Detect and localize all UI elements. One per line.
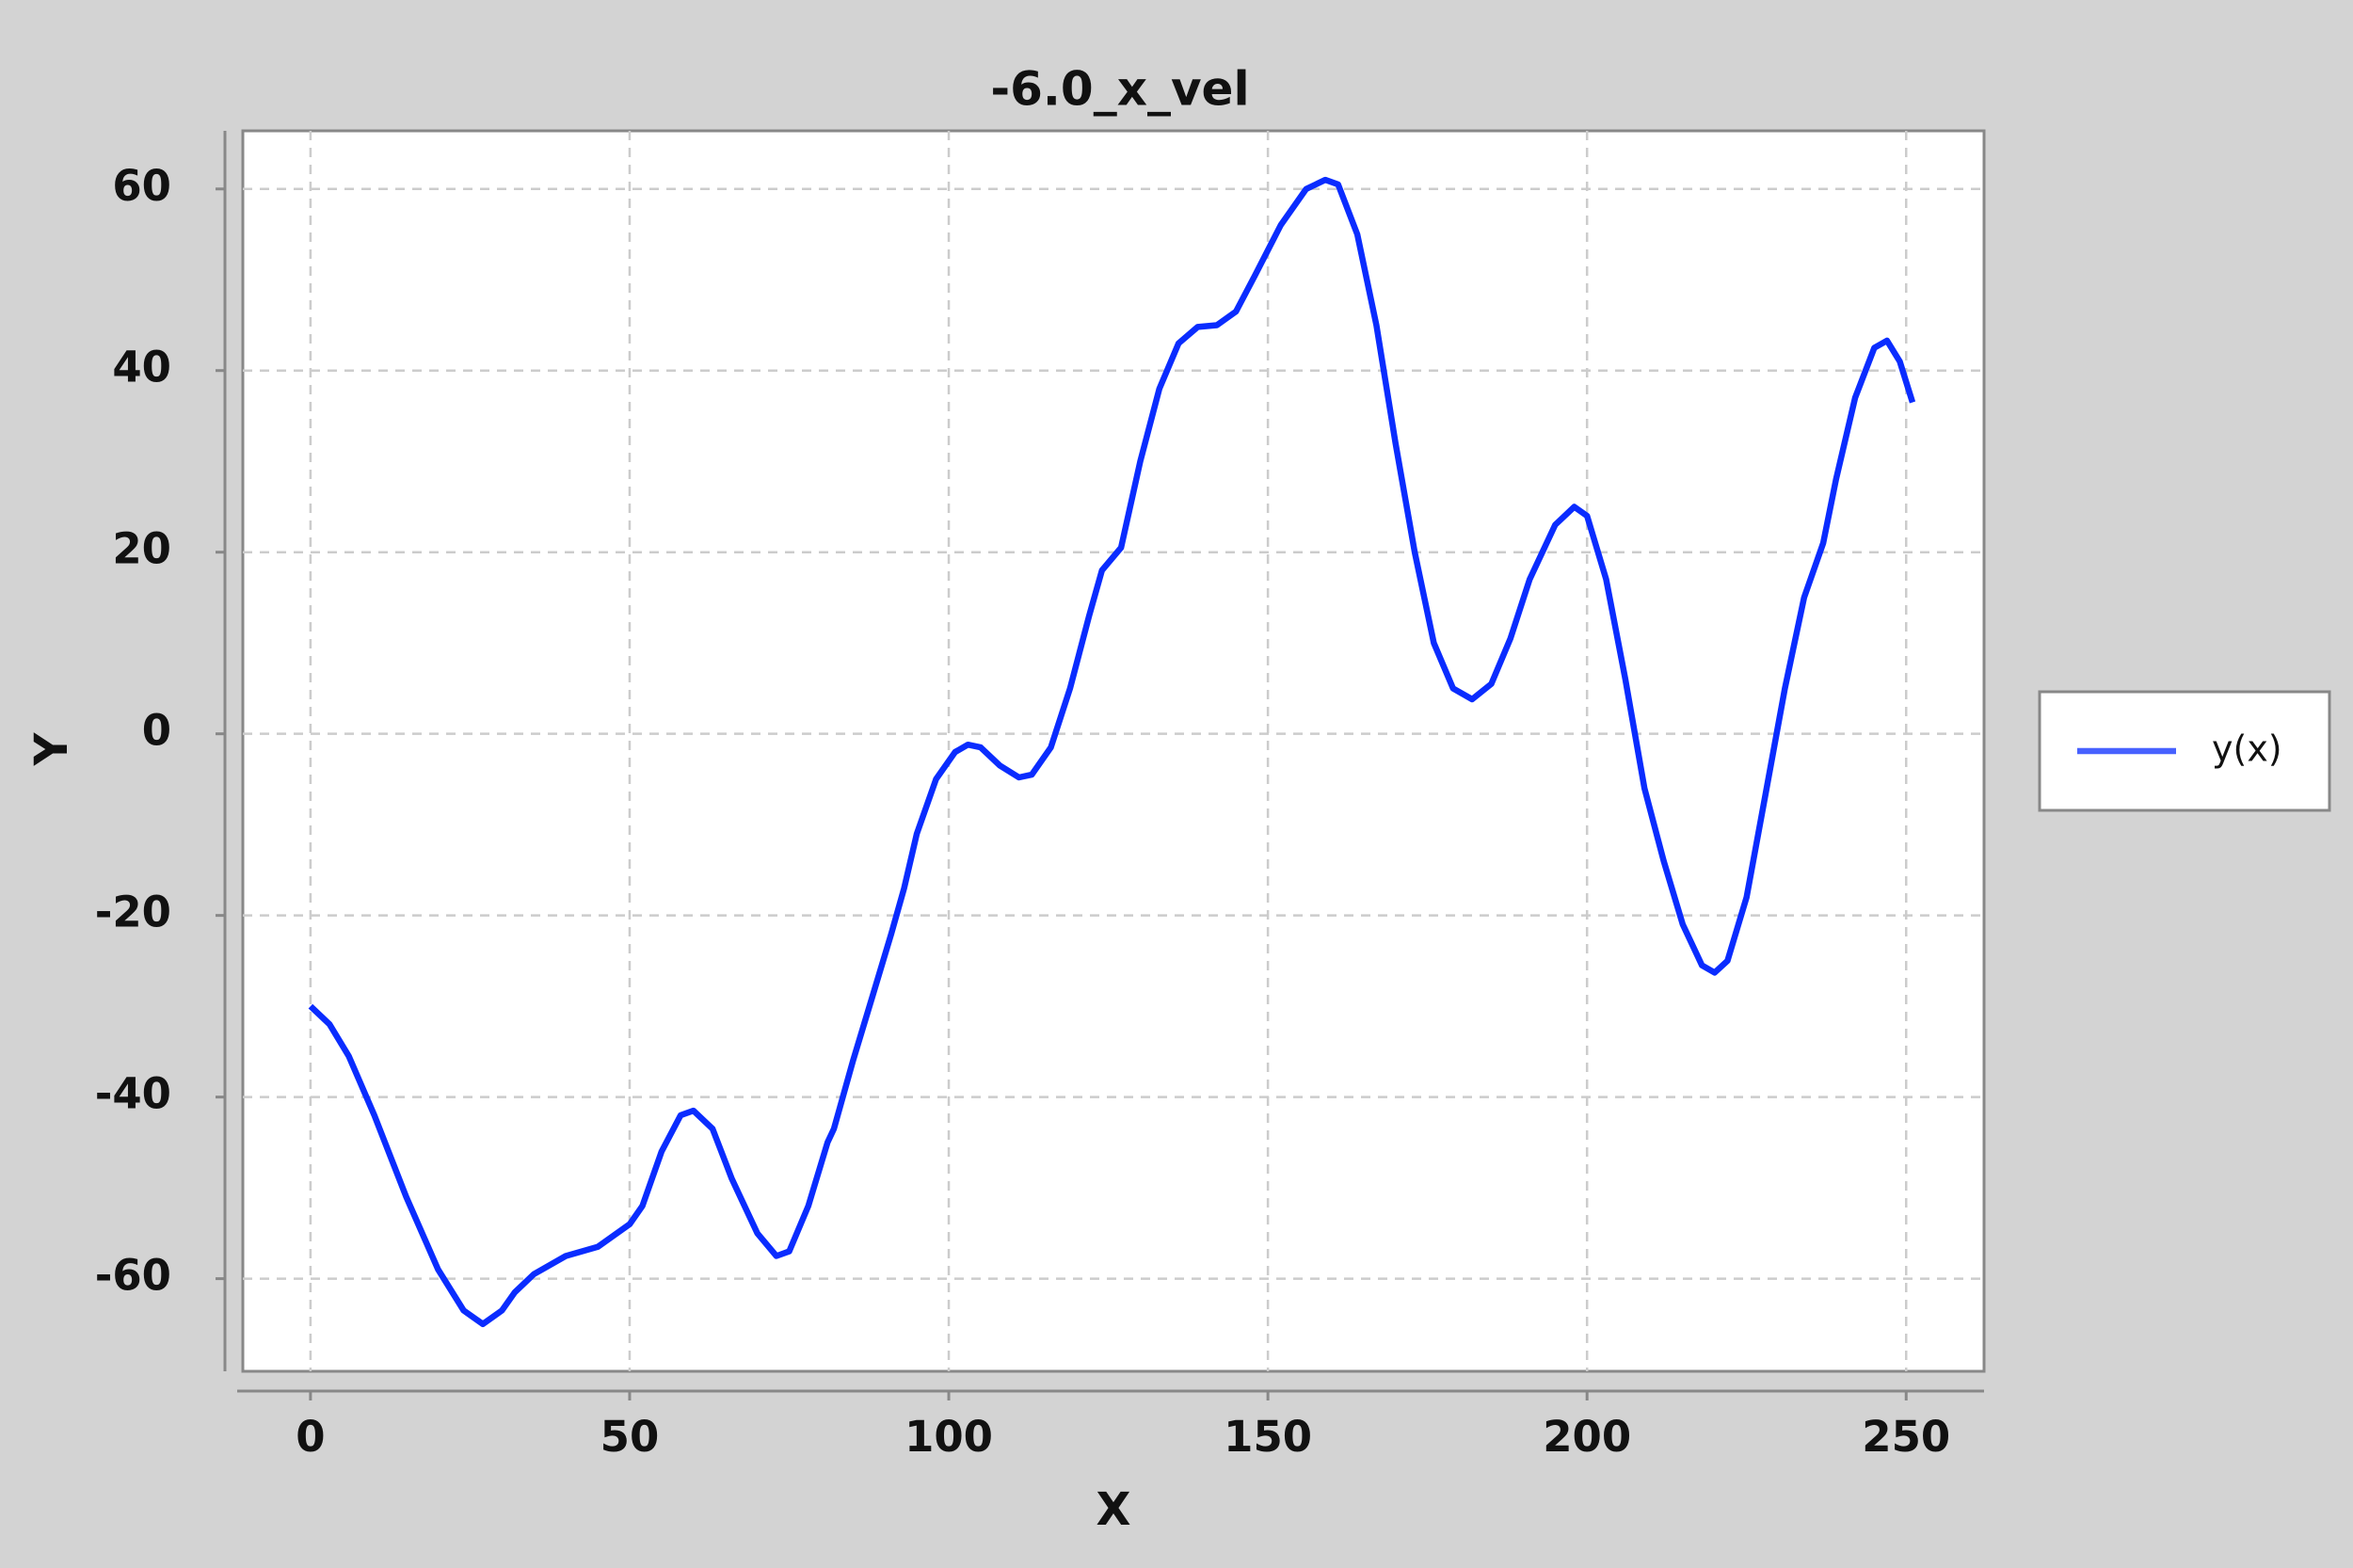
x-tick-label: 100: [904, 1412, 993, 1462]
y-tick-label: -40: [95, 1069, 171, 1119]
y-tick-label: 60: [112, 161, 171, 211]
chart-title: -6.0_x_vel: [990, 62, 1249, 117]
x-tick-label: 50: [600, 1412, 660, 1462]
y-tick-label: 0: [142, 706, 171, 756]
legend-label: y(x): [2212, 728, 2282, 770]
x-tick-label: 150: [1224, 1412, 1312, 1462]
y-tick-label: -20: [95, 888, 171, 937]
plot-area: [241, 129, 1986, 1373]
x-axis-label: X: [1096, 1483, 1130, 1536]
y-tick-label: -60: [95, 1251, 171, 1301]
data-line: [308, 176, 1916, 1328]
x-tick-label: 250: [1862, 1412, 1950, 1462]
y-axis-label: Y: [25, 731, 78, 766]
y-tick-label: 40: [112, 343, 171, 392]
x-tick-label: 0: [296, 1412, 325, 1462]
y-tick-label: 20: [112, 524, 171, 574]
x-tick-label: 200: [1543, 1412, 1631, 1462]
